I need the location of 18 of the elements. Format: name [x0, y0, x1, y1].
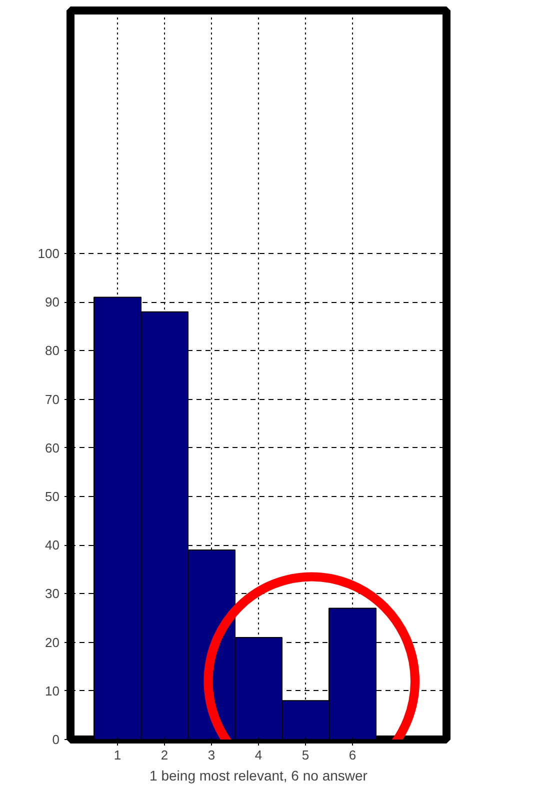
x-tick-label: 6 — [348, 748, 356, 762]
y-tick-label: 80 — [45, 343, 60, 358]
x-tick-label: 2 — [160, 748, 168, 762]
y-tick-label: 0 — [52, 732, 60, 747]
x-tick-label: 3 — [208, 748, 216, 762]
x-tick-label: 5 — [302, 748, 310, 762]
x-axis-title: 1 being most relevant, 6 no answer — [150, 768, 368, 784]
x-tick-label: 4 — [254, 748, 262, 762]
y-tick-label: 40 — [45, 538, 60, 553]
y-tick-label: 10 — [45, 683, 60, 698]
y-tick-label: 20 — [45, 634, 60, 650]
y-tick-label: 30 — [45, 586, 60, 602]
y-tick-label: 100 — [38, 246, 60, 261]
y-tick-label: 60 — [45, 440, 60, 456]
x-tick-label: 1 — [114, 748, 122, 762]
y-tick-label: 50 — [45, 489, 60, 504]
y-tick-label: 70 — [45, 392, 60, 407]
y-tick-label: 90 — [45, 294, 60, 310]
